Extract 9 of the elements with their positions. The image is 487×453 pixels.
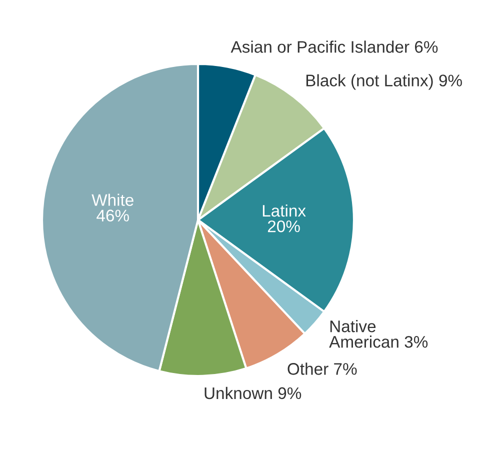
slice-label: Unknown 9% bbox=[204, 386, 302, 400]
slice-label: Native American 3% bbox=[329, 320, 428, 348]
slice-label: White bbox=[92, 194, 134, 206]
slice-label: Black (not Latinx) 9% bbox=[306, 74, 462, 90]
data-label: 46% bbox=[96, 210, 129, 222]
data-label: 20% bbox=[268, 220, 300, 232]
slice-label: Asian or Pacific Islander 6% bbox=[230, 40, 438, 53]
slice-label: Other 7% bbox=[288, 362, 357, 375]
slice-label: Latinx bbox=[262, 204, 306, 217]
